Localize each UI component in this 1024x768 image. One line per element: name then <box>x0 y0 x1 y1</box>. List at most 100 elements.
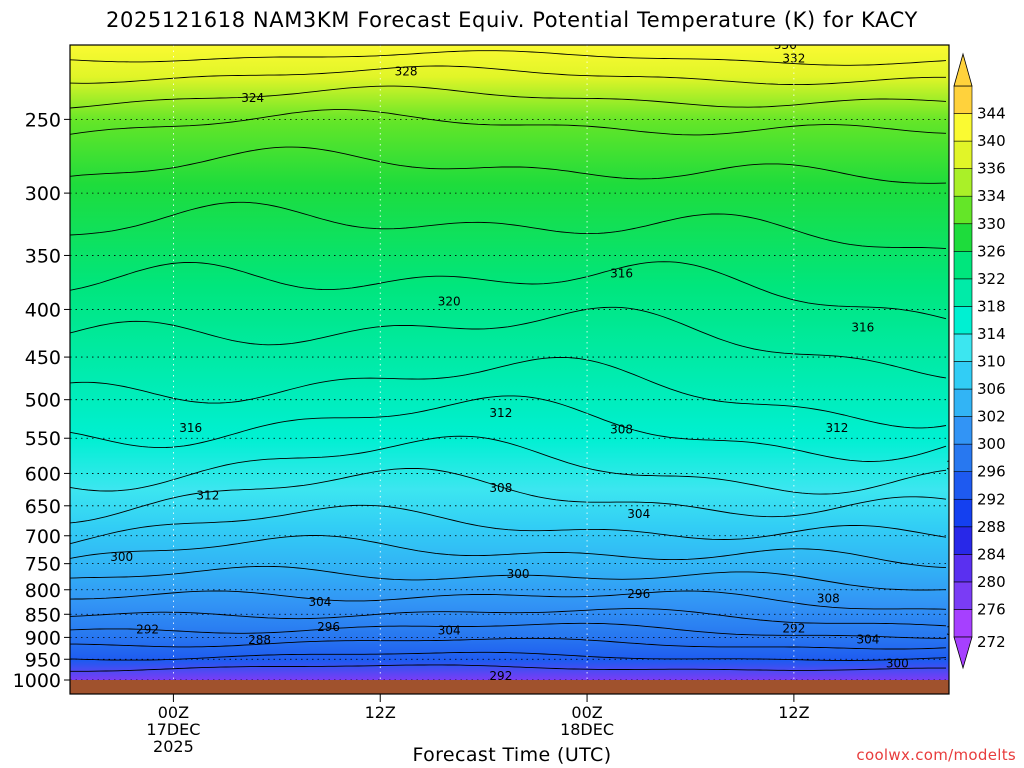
contour-label: 312 <box>196 489 219 503</box>
contour-label: 328 <box>395 64 418 78</box>
contour-label: 308 <box>610 422 633 436</box>
contour-label: 312 <box>826 421 849 435</box>
contour-label: 304 <box>627 507 650 521</box>
contour-line <box>70 664 946 672</box>
colorbar-label: 302 <box>977 408 1006 426</box>
colorbar-label: 284 <box>977 545 1006 563</box>
y-tick-label: 550 <box>25 428 61 450</box>
contour-line <box>70 201 947 250</box>
colorbar-label: 300 <box>977 435 1006 453</box>
contour-line <box>70 50 947 66</box>
colorbar-label: 310 <box>977 353 1006 371</box>
contour-label: 312 <box>946 458 969 472</box>
colorbar-swatch <box>953 443 973 472</box>
contour-label: 308 <box>489 481 512 495</box>
contour-line <box>70 306 947 379</box>
colorbar-swatch <box>953 306 973 335</box>
colorbar-swatch <box>953 388 973 417</box>
y-tick-label: 750 <box>25 554 61 576</box>
contour-label: 332 <box>782 51 805 65</box>
contour-line <box>70 622 946 639</box>
contour-label: 320 <box>438 294 461 308</box>
contour-line <box>70 637 947 650</box>
y-axis: 2503003504004505005506006507007508008509… <box>13 109 70 692</box>
x-tick-label: 2025 <box>153 737 194 756</box>
credit-link[interactable]: coolwx.com/modelts <box>856 746 1016 764</box>
colorbar-label: 334 <box>977 187 1006 205</box>
colorbar-swatch <box>953 168 973 197</box>
colorbar-label: 322 <box>977 270 1006 288</box>
colorbar-swatch <box>953 140 973 169</box>
contour-label: 316 <box>610 267 633 281</box>
colorbar: 272 276 280 284 288 292 296 300 302 306 310 314 318 3… <box>953 52 1006 670</box>
contour-line <box>70 608 947 627</box>
y-tick-label: 800 <box>25 580 61 602</box>
colorbar-label: 336 <box>977 160 1006 178</box>
colorbar-swatch <box>953 195 973 225</box>
y-tick-label: 450 <box>25 347 61 369</box>
contour-label: 300 <box>507 567 530 581</box>
colorbar-swatch <box>953 471 973 500</box>
contour-label: 288 <box>248 633 271 647</box>
contour-line <box>70 504 947 545</box>
contour-label: 292 <box>489 669 512 683</box>
colorbar-swatch <box>953 85 973 114</box>
contour-label: 300 <box>886 656 909 670</box>
contour-label: 312 <box>489 406 512 420</box>
y-tick-label: 700 <box>25 526 61 548</box>
colorbar-label: 306 <box>977 380 1006 398</box>
plot-background <box>70 45 949 680</box>
y-tick-label: 400 <box>25 299 61 321</box>
contour-line <box>70 261 947 320</box>
contour-line <box>70 565 947 591</box>
x-tick-label: 00Z <box>158 703 189 722</box>
contour-label: 324 <box>241 91 264 105</box>
colorbar-swatch <box>953 609 973 638</box>
contour-line <box>70 109 947 136</box>
contour-line <box>70 651 947 661</box>
contour-label: 312 <box>946 624 969 638</box>
colorbar-label: 272 <box>977 633 1006 651</box>
colorbar-label: 330 <box>977 215 1006 233</box>
contour-label: 316 <box>179 421 202 435</box>
colorbar-swatch <box>953 361 973 390</box>
x-tick-label: 12Z <box>365 703 396 722</box>
colorbar-swatch <box>953 554 973 583</box>
contour-label: 296 <box>317 620 340 634</box>
contour-line <box>70 146 947 184</box>
y-tick-label: 650 <box>25 496 61 518</box>
contour-line <box>70 85 947 109</box>
x-tick-label: 12Z <box>778 703 809 722</box>
colorbar-swatch <box>953 333 973 362</box>
colorbar-label: 314 <box>977 325 1006 343</box>
y-tick-label: 1000 <box>13 670 61 692</box>
contour-label: 292 <box>136 623 159 637</box>
contour-label: 300 <box>110 550 133 564</box>
contour-line <box>70 65 946 86</box>
contour-label: 308 <box>817 591 840 605</box>
contour-line <box>70 435 947 495</box>
colorbar-label: 292 <box>977 490 1006 508</box>
contour-label: 304 <box>308 595 331 609</box>
colorbar-label: 340 <box>977 132 1006 150</box>
colorbar-bottom-arrow <box>953 636 973 670</box>
colorbar-swatch <box>953 251 973 280</box>
y-tick-label: 900 <box>25 627 61 649</box>
contour-label: 296 <box>627 587 650 601</box>
y-tick-label: 300 <box>25 183 61 205</box>
contour-label: 304 <box>438 624 461 638</box>
contour-line <box>70 467 947 524</box>
y-tick-label: 500 <box>25 390 61 412</box>
x-tick-label: 18DEC <box>560 720 614 739</box>
contour-label: 304 <box>857 633 880 647</box>
x-tick-label: 17DEC <box>146 720 200 739</box>
ground-strip <box>70 680 949 694</box>
colorbar-label: 318 <box>977 297 1006 315</box>
colorbar-swatch <box>953 416 973 445</box>
grid-lines <box>70 45 949 680</box>
contour-line <box>70 395 947 462</box>
colorbar-label: 326 <box>977 242 1006 260</box>
colorbar-label: 276 <box>977 600 1006 618</box>
